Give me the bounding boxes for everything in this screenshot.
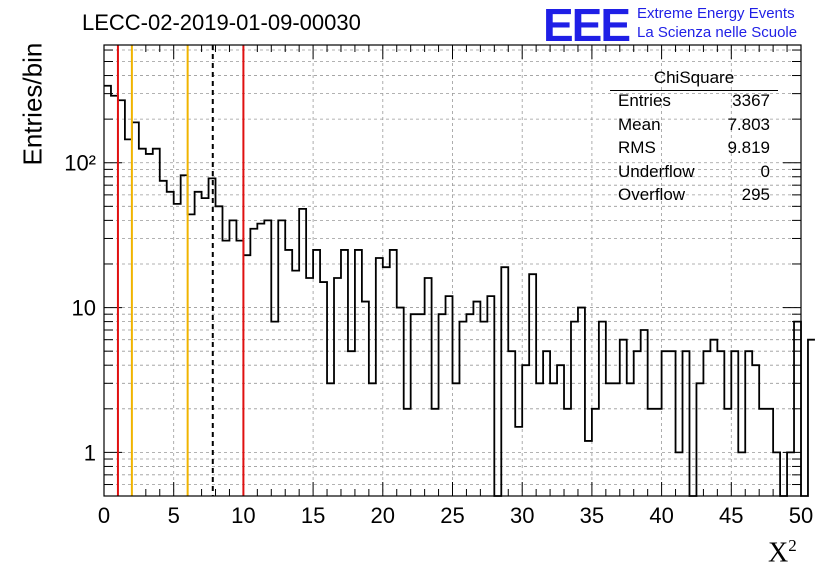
- stats-row-underflow: Underflow 0: [610, 162, 778, 186]
- stats-title: ChiSquare: [610, 68, 778, 91]
- eee-logo: EEE: [543, 0, 631, 51]
- stats-label: Mean: [618, 114, 661, 134]
- y-axis-label: Entries/bin: [17, 42, 48, 166]
- stats-label: RMS: [618, 138, 656, 157]
- x-axis-label-superscript: 2: [788, 536, 797, 555]
- ticks-layer: [103, 45, 802, 496]
- stats-value: 0: [760, 161, 770, 181]
- stats-row-rms: RMS 9.819: [610, 138, 778, 162]
- x-tick-label: 30: [510, 503, 534, 528]
- stats-label: Entries: [618, 91, 671, 110]
- x-tick-label: 45: [719, 503, 743, 528]
- stats-value: 7.803: [727, 114, 770, 134]
- plot-title: LECC-02-2019-01-09-00030: [82, 10, 361, 35]
- stats-label: Overflow: [618, 185, 686, 204]
- y-tick-label: 10: [72, 296, 96, 321]
- x-tick-label: 5: [168, 503, 180, 528]
- reference-lines-layer: [116, 45, 245, 496]
- x-axis-label-base: X: [768, 537, 789, 569]
- x-tick-label: 10: [231, 503, 255, 528]
- x-tick-label: 0: [98, 503, 110, 528]
- tick-labels-layer: 0 5 10 15 20 25 30 35 40 45 50 1 10 10²: [64, 151, 813, 528]
- x-tick-label: 20: [371, 503, 395, 528]
- x-axis-label: X2: [768, 536, 797, 569]
- stats-value: 3367: [732, 91, 770, 110]
- stats-row-entries: Entries 3367: [610, 91, 778, 115]
- x-tick-label: 50: [789, 503, 813, 528]
- stats-row-overflow: Overflow 295: [610, 185, 778, 209]
- x-tick-label: 40: [649, 503, 673, 528]
- stats-box: ChiSquare Entries 3367 Mean 7.803 RMS 9.819…: [610, 68, 778, 209]
- stats-row-mean: Mean 7.803: [610, 115, 778, 139]
- stats-label: Underflow: [618, 161, 695, 181]
- logo-line-1: Extreme Energy Events: [637, 5, 795, 22]
- plot-frame: [103, 44, 802, 497]
- stats-value: 9.819: [727, 138, 770, 157]
- x-tick-label: 35: [580, 503, 604, 528]
- y-tick-label: 10²: [64, 151, 96, 176]
- stats-value: 295: [741, 185, 770, 204]
- x-tick-label: 25: [440, 503, 464, 528]
- x-tick-label: 15: [301, 503, 325, 528]
- y-tick-label: 1: [84, 440, 96, 465]
- logo-line-2: La Scienza nelle Scuole: [637, 24, 798, 41]
